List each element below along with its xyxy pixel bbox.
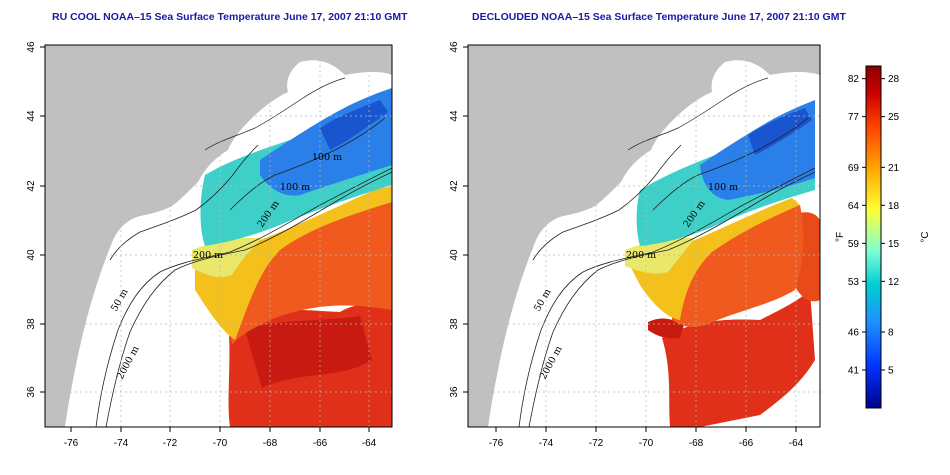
sst-warm-core xyxy=(245,316,372,388)
isobath-2000m xyxy=(518,167,816,427)
lon-tick-label: -70 xyxy=(639,438,654,449)
colorbar-c-label: 5 xyxy=(888,366,894,377)
lon-tick-label: -66 xyxy=(739,438,754,449)
sst-pale-yellow xyxy=(192,238,262,278)
isobath-label: 100 m xyxy=(708,182,738,193)
lat-tick-label: 40 xyxy=(26,249,37,261)
colorbar-f-label: 53 xyxy=(848,277,860,288)
map-frame xyxy=(467,44,821,428)
isobath-label: 100 m xyxy=(312,152,342,163)
isobath-gulf-of-maine xyxy=(627,77,769,151)
colorbar-c-label: 25 xyxy=(888,112,900,123)
celsius-label: °C xyxy=(920,231,931,242)
lat-axis xyxy=(463,46,468,393)
colorbar-c-label: 28 xyxy=(888,74,900,85)
isobath-200m xyxy=(105,171,392,427)
lat-tick-label: 46 xyxy=(26,41,37,53)
isobath-label: 200 m xyxy=(626,250,656,261)
colorbar-c-label: 15 xyxy=(888,239,900,250)
colorbar-f-label: 69 xyxy=(848,163,860,174)
lat-tick-label: 36 xyxy=(449,386,460,398)
colorbar-f-label: 59 xyxy=(848,239,860,250)
sst-coldest-water xyxy=(748,108,812,155)
lat-tick-label: 42 xyxy=(26,180,37,192)
lon-tick-label: -74 xyxy=(539,438,554,449)
lat-axis xyxy=(40,46,45,393)
colorbar-f-label: 41 xyxy=(848,366,860,377)
lon-tick-label: -74 xyxy=(114,438,129,449)
colorbar-f-label: 82 xyxy=(848,74,860,85)
sst-yellow-band xyxy=(195,186,392,340)
lon-tick-label: -72 xyxy=(589,438,604,449)
colorbar-f-label: 64 xyxy=(848,201,860,212)
isobath-100m xyxy=(229,117,386,211)
lon-tick-label: -76 xyxy=(489,438,504,449)
fahrenheit-label: °F xyxy=(835,232,846,242)
lon-axis xyxy=(495,427,797,432)
sst-pale-yellow xyxy=(625,238,695,274)
sst-orange-region xyxy=(672,205,804,328)
right-map-title: DECLOUDED NOAA–15 Sea Surface Temperatur… xyxy=(472,11,846,23)
colorbar-c-label: 8 xyxy=(888,328,894,339)
colorbar-ticks: 82 28 77 25 69 21 64 18 59 15 53 12 46 8 41 5 xyxy=(848,74,900,376)
isobath-50m xyxy=(532,144,682,261)
map-frame xyxy=(44,44,393,428)
lon-tick-label: -64 xyxy=(362,438,377,449)
sst-yellow-band xyxy=(628,198,800,320)
lat-tick-label: 40 xyxy=(449,249,460,261)
land-mass xyxy=(468,45,820,427)
sst-warm-patch xyxy=(648,318,684,339)
lon-tick-label: -66 xyxy=(313,438,328,449)
lon-axis xyxy=(70,427,370,432)
lat-tick-label: 38 xyxy=(449,318,460,330)
colorbar-c-label: 12 xyxy=(888,277,900,288)
lon-tick-label: -72 xyxy=(163,438,178,449)
colorbar-c-label: 21 xyxy=(888,163,900,174)
lat-tick-label: 36 xyxy=(26,386,37,398)
isobath-gulf-of-maine xyxy=(204,77,346,151)
colorbar-f-label: 77 xyxy=(848,112,860,123)
sst-coldest-water xyxy=(320,100,388,150)
lat-lon-grid xyxy=(45,45,392,427)
isobath-100m xyxy=(652,117,809,211)
colorbar-c-label: 18 xyxy=(888,201,900,212)
lat-tick-label: 44 xyxy=(26,110,37,122)
sst-orange-region xyxy=(230,200,392,345)
left-map-title: RU COOL NOAA–15 Sea Surface Temperature … xyxy=(52,11,408,23)
lat-tick-label: 42 xyxy=(449,180,460,192)
right-map-panel: 50 m 2000 m 200 m 200 m 100 m -76 -74 -7… xyxy=(449,41,821,449)
isobath-label: 200 m xyxy=(193,250,223,261)
lon-tick-label: -68 xyxy=(689,438,704,449)
lat-tick-label: 46 xyxy=(449,41,460,53)
colorbar-gradient xyxy=(865,65,882,409)
isobath-label: 100 m xyxy=(280,182,310,193)
land-mass xyxy=(45,45,392,427)
isobath-2000m xyxy=(95,167,392,427)
lon-tick-label: -64 xyxy=(789,438,804,449)
lon-tick-label: -76 xyxy=(64,438,79,449)
colorbar-f-label: 46 xyxy=(848,328,860,339)
lat-tick-label: 38 xyxy=(26,318,37,330)
lon-tick-label: -68 xyxy=(263,438,278,449)
isobath-50m xyxy=(109,144,259,261)
left-map-panel: 50 m 2000 m 200 m 200 m 100 m 100 m -76 … xyxy=(26,41,393,449)
lat-tick-label: 44 xyxy=(449,110,460,122)
lon-tick-label: -70 xyxy=(213,438,228,449)
temperature-colorbar: 82 28 77 25 69 21 64 18 59 15 53 12 46 8 41 5 °F °C xyxy=(835,65,931,409)
lat-lon-grid xyxy=(468,45,820,427)
isobath-200m xyxy=(528,171,816,427)
